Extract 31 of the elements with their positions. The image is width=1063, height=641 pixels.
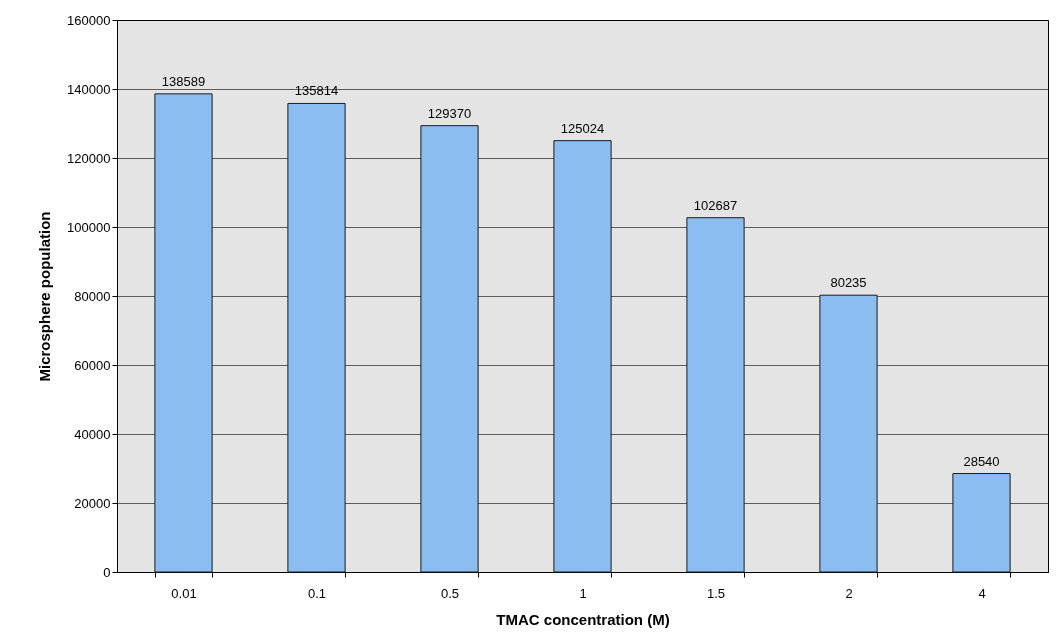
y-tick-label: 0 — [103, 564, 111, 580]
x-tick-label: 2 — [845, 585, 853, 601]
bar — [952, 473, 1011, 573]
bar — [553, 140, 612, 573]
y-tick-label: 160000 — [67, 12, 111, 28]
x-tick-label: 1.5 — [706, 585, 726, 601]
y-tick-label: 60000 — [74, 357, 111, 373]
data-label: 28540 — [963, 453, 1000, 469]
data-label: 80235 — [830, 275, 867, 291]
y-axis-title: Microsphere population — [36, 211, 54, 382]
y-tick-label: 120000 — [67, 150, 111, 166]
bar — [287, 102, 346, 573]
bar — [686, 217, 745, 573]
x-tick-label: 0.1 — [307, 585, 327, 601]
bar — [154, 93, 213, 573]
y-tick-label: 40000 — [74, 426, 111, 442]
x-tick-label: 0.01 — [171, 585, 197, 601]
y-tick-label: 20000 — [74, 495, 111, 511]
x-tick-label: 0.5 — [440, 585, 460, 601]
bar — [420, 125, 479, 573]
y-tick-label: 100000 — [67, 219, 111, 235]
x-axis-title: TMAC concentration (M) — [496, 610, 670, 628]
bar — [819, 294, 878, 573]
data-label: 129370 — [427, 105, 472, 121]
data-label: 138589 — [161, 73, 206, 89]
y-tick-label: 80000 — [74, 288, 111, 304]
data-label: 102687 — [693, 197, 738, 213]
data-label: 125024 — [560, 120, 605, 136]
x-tick-label: 1 — [579, 585, 587, 601]
x-tick-label: 4 — [978, 585, 986, 601]
y-tick-label: 140000 — [67, 81, 111, 97]
